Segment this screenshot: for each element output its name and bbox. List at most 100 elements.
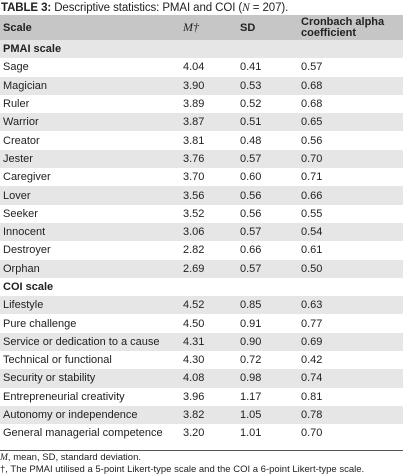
cell-scale: Security or stability <box>0 369 183 388</box>
cell-scale: Sage <box>3 61 29 74</box>
cell-mean: 4.30 <box>183 354 205 367</box>
cell-mean: 4.52 <box>183 296 240 315</box>
cell-sd: 0.91 <box>240 317 262 330</box>
cell-scale: Innocent <box>0 222 183 242</box>
footnote-abbrev-text: , mean, SD, standard deviation. <box>7 452 141 463</box>
cell-sd: 0.66 <box>240 244 262 257</box>
table-row: Destroyer 2.82 0.66 0.61 <box>0 241 403 259</box>
cell-scale: Caregiver <box>3 171 51 184</box>
table-body: PMAI scale Sage 4.04 0.41 0.57 Magician 3.90 0.… <box>0 40 403 443</box>
header-row: Scale M† SD Cronbach alpha coefficient <box>0 15 403 40</box>
table-row: Sage 4.04 0.41 0.57 <box>0 58 403 76</box>
header-sd: SD <box>240 15 301 40</box>
cell-scale: Destroyer <box>3 244 51 257</box>
cell-scale: Lifestyle <box>0 296 183 315</box>
table-row: Pure challenge 4.50 0.91 0.77 <box>0 314 403 332</box>
cell-mean: 4.50 <box>183 317 205 330</box>
cell-sd: 0.56 <box>240 207 262 220</box>
cell-alpha: 0.81 <box>301 390 323 403</box>
sample-size-symbol: N <box>242 2 250 14</box>
cell-alpha: 0.69 <box>301 332 403 352</box>
table-row: Magician 3.90 0.53 0.68 <box>0 76 403 95</box>
table-row: Autonomy or independence 3.82 1.05 0.78 <box>0 405 403 425</box>
table-row: Jester 3.76 0.57 0.70 <box>0 149 403 169</box>
footnote-m-symbol: M <box>0 453 8 463</box>
cell-scale: Autonomy or independence <box>0 405 183 425</box>
cell-scale: Jester <box>0 149 183 169</box>
cell-alpha: 0.55 <box>301 207 323 220</box>
cell-alpha: 0.56 <box>301 134 323 147</box>
cell-mean: 3.06 <box>183 222 240 242</box>
cell-scale: Lover <box>0 186 183 205</box>
cell-sd: 0.41 <box>240 61 262 74</box>
cell-mean: 2.82 <box>183 244 205 257</box>
cell-mean: 3.87 <box>183 113 240 132</box>
table-row: Creator 3.81 0.48 0.56 <box>0 131 403 149</box>
cell-alpha: 0.57 <box>301 61 323 74</box>
table-footnotes: M, mean, SD, standard deviation. †, The … <box>0 450 403 475</box>
table-row: Ruler 3.89 0.52 0.68 <box>0 95 403 113</box>
cell-alpha: 0.42 <box>301 354 323 367</box>
cell-mean: 3.76 <box>183 149 240 169</box>
cell-scale: Entrepreneurial creativity <box>3 390 125 403</box>
cell-scale: Warrior <box>0 113 183 132</box>
cell-scale: Pure challenge <box>3 317 77 330</box>
cell-alpha: 0.66 <box>301 186 403 205</box>
cell-alpha: 0.70 <box>301 149 403 169</box>
cell-mean: 4.31 <box>183 332 240 352</box>
table-row: General managerial competence 3.20 1.01 0.7… <box>0 424 403 442</box>
cell-alpha: 0.68 <box>301 76 403 95</box>
header-alpha: Cronbach alpha coefficient <box>301 15 403 40</box>
cell-sd: 0.57 <box>240 149 301 169</box>
cell-sd: 1.01 <box>240 427 262 440</box>
sample-size-value: = 207). <box>249 2 289 14</box>
cell-sd: 0.48 <box>240 134 262 147</box>
cell-mean: 3.96 <box>183 390 205 403</box>
cell-alpha: 0.63 <box>301 296 403 315</box>
table-row: Service or dedication to a cause 4.31 0.90… <box>0 332 403 352</box>
cell-sd: 0.56 <box>240 186 301 205</box>
cell-scale: Magician <box>0 76 183 95</box>
section-header-row: PMAI scale <box>0 40 403 59</box>
table-title: TABLE 3: Descriptive statistics: PMAI an… <box>1 1 288 15</box>
cell-scale: Technical or functional <box>3 354 112 367</box>
table-row: Lover 3.56 0.56 0.66 <box>0 186 403 205</box>
cell-scale: Seeker <box>3 207 38 220</box>
section-header-row: COI scale <box>0 278 403 296</box>
cell-mean: 3.81 <box>183 134 205 147</box>
cell-mean: 3.90 <box>183 76 240 95</box>
cell-mean: 3.20 <box>183 427 205 440</box>
table-row: Seeker 3.52 0.56 0.55 <box>0 205 403 223</box>
cell-mean: 3.56 <box>183 186 240 205</box>
cell-alpha: 0.65 <box>301 113 403 132</box>
cell-sd: 0.98 <box>240 369 301 388</box>
cell-mean: 4.08 <box>183 369 240 388</box>
cell-mean: 3.82 <box>183 405 240 425</box>
cell-alpha: 0.74 <box>301 369 403 388</box>
cell-sd: 0.85 <box>240 296 301 315</box>
table-row: Innocent 3.06 0.57 0.54 <box>0 222 403 242</box>
table-row: Security or stability 4.08 0.98 0.74 <box>0 369 403 388</box>
section-title: COI scale <box>3 281 54 293</box>
cell-sd: 0.52 <box>240 98 262 111</box>
cell-sd: 1.05 <box>240 405 301 425</box>
cell-mean: 4.04 <box>183 61 205 74</box>
cell-alpha: 0.77 <box>301 317 323 330</box>
cell-scale: Orphan <box>0 259 183 278</box>
table-caption: Descriptive statistics: PMAI and COI ( <box>51 2 243 14</box>
cell-sd: 0.57 <box>240 222 301 242</box>
table-label: TABLE 3: <box>1 2 52 14</box>
cell-alpha: 0.61 <box>301 244 323 257</box>
cell-mean: 2.69 <box>183 259 240 278</box>
cell-scale: Ruler <box>3 98 30 111</box>
cell-sd: 0.72 <box>240 354 262 367</box>
cell-scale: Service or dedication to a cause <box>0 332 183 352</box>
cell-scale: General managerial competence <box>3 427 163 440</box>
footnote-dagger: †, The PMAI utilised a 5-point Likert-ty… <box>0 464 365 475</box>
header-mean-label: M† <box>183 20 199 34</box>
header-mean: M† <box>183 15 240 40</box>
cell-sd: 0.53 <box>240 76 301 95</box>
cell-alpha: 0.78 <box>301 405 403 425</box>
cell-sd: 0.51 <box>240 113 301 132</box>
